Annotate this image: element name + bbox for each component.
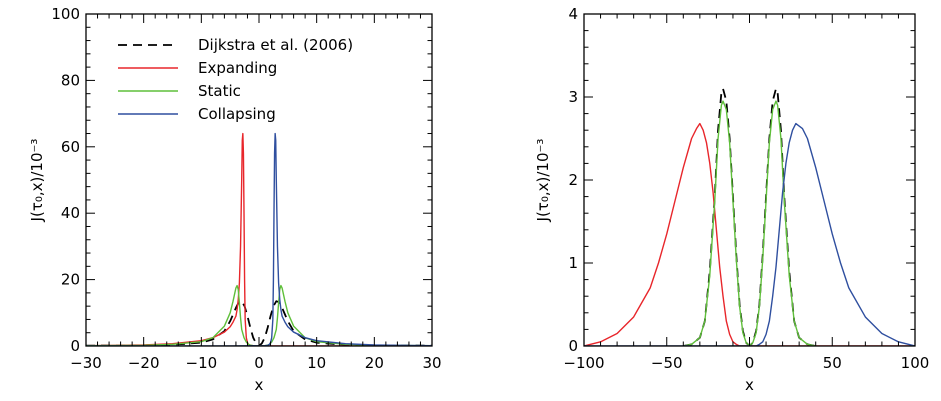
right-panel: −100 −50 0 50 100 0 1 2 3 4 x J(τ₀,x)/10⁻³: [534, 5, 929, 394]
series-group: [584, 87, 915, 346]
series-line-dijkstra-et-al-2006: [86, 300, 432, 346]
x-tick-label: 10: [307, 354, 326, 372]
x-tick-label: −100: [563, 354, 604, 372]
y-tick-label: 1: [568, 254, 578, 272]
y-tick-label: 100: [51, 5, 80, 23]
x-axis-title: x: [745, 376, 754, 394]
y-tick-label: 0: [568, 337, 578, 355]
legend-label: Dijkstra et al. (2006): [198, 36, 353, 54]
y-tick-label: 3: [568, 88, 578, 106]
y-tick-label: 4: [568, 5, 578, 23]
x-tick-label: 50: [823, 354, 842, 372]
plot-frame: [583, 13, 916, 347]
x-tick-label: −20: [128, 354, 160, 372]
legend-label: Collapsing: [198, 105, 276, 123]
y-tick-label: 40: [61, 204, 80, 222]
y-tick-label: 20: [61, 271, 80, 289]
y-axis-title: J(τ₀,x)/10⁻³: [28, 139, 46, 223]
left-panel: −30 −20 −10 0 10 20 30 0 20 40 60 80 100 x J(τ₀,x)/10⁻…: [28, 5, 442, 394]
y-tick-label: 0: [70, 337, 80, 355]
x-tick-label: −10: [186, 354, 218, 372]
legend-label: Expanding: [198, 59, 277, 77]
series-line-collapsing: [86, 132, 432, 346]
y-tick-label: 2: [568, 171, 578, 189]
x-tick-label: 20: [365, 354, 384, 372]
series-line-collapsing: [584, 122, 915, 346]
series-line-expanding: [86, 132, 432, 346]
x-tick-label: 0: [254, 354, 264, 372]
series-group: [86, 132, 432, 346]
legend-label: Static: [198, 82, 241, 100]
y-tick-label: 60: [61, 138, 80, 156]
x-tick-label: −50: [651, 354, 683, 372]
series-line-expanding: [584, 122, 915, 346]
x-tick-label: 0: [745, 354, 755, 372]
x-tick-label: −30: [70, 354, 102, 372]
x-tick-label: 100: [901, 354, 930, 372]
y-axis-title: J(τ₀,x)/10⁻³: [534, 139, 552, 223]
x-axis-title: x: [255, 376, 264, 394]
y-tick-label: 80: [61, 71, 80, 89]
series-line-static: [86, 284, 432, 346]
series-line-static: [683, 100, 816, 346]
x-tick-label: 30: [422, 354, 441, 372]
series-line-dijkstra-et-al-2006: [683, 87, 816, 346]
